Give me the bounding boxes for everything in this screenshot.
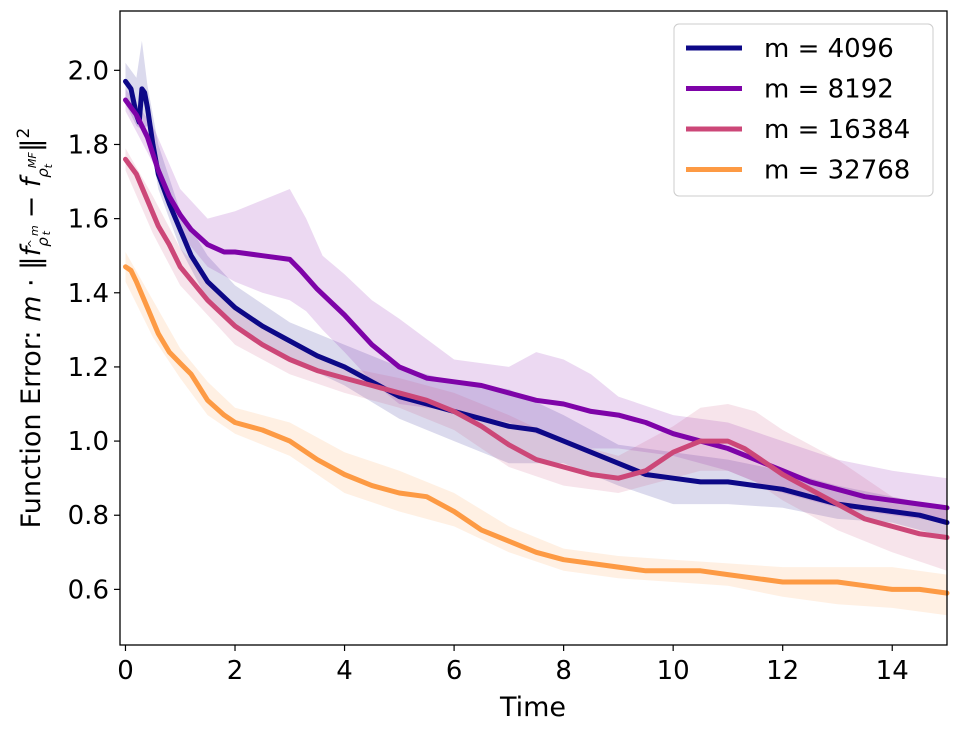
y-axis: 0.6 0.8 1.0 1.2 1.4 1.6 1.8 2.0 <box>68 56 120 605</box>
line-series-1 <box>123 78 950 526</box>
y-tick-label: 0.6 <box>68 575 109 605</box>
y-tick-label: 1.4 <box>68 279 109 309</box>
legend-label-2: m = 8192 <box>764 75 894 105</box>
legend: m = 4096 m = 8192 m = 16384 m = 32768 <box>673 23 934 197</box>
y-tick-label: 1.8 <box>68 130 109 160</box>
line-series-4 <box>123 264 950 596</box>
x-axis-label: Time <box>499 692 566 723</box>
x-tick-label: 2 <box>227 656 244 686</box>
y-tick-label: 1.2 <box>68 353 109 383</box>
legend-frame <box>673 23 934 197</box>
y-tick-label: 2.0 <box>68 56 109 86</box>
legend-label-4: m = 32768 <box>764 156 910 186</box>
x-axis: 0 2 4 6 8 10 12 14 <box>117 645 909 686</box>
x-tick-label: 0 <box>117 656 134 686</box>
band-series-2 <box>125 88 947 523</box>
x-tick-label: 4 <box>336 656 353 686</box>
error-bands <box>125 40 947 616</box>
legend-label-3: m = 16384 <box>764 115 910 145</box>
x-tick-label: 14 <box>876 656 909 686</box>
line-series-2 <box>123 97 950 511</box>
band-series-1 <box>125 40 947 538</box>
y-tick-label: 1.6 <box>68 205 109 235</box>
x-tick-label: 10 <box>657 656 690 686</box>
y-tick-label: 1.0 <box>68 427 109 457</box>
y-axis-label: Function Error: m · ‖fρ^mt − fρMF t‖2 <box>14 128 55 529</box>
band-series-3 <box>125 148 947 571</box>
series-lines <box>123 78 950 596</box>
y-tick-label: 0.8 <box>68 501 109 531</box>
plot-frame <box>119 10 948 646</box>
x-tick-label: 6 <box>446 656 463 686</box>
line-series-3 <box>123 156 950 540</box>
x-tick-label: 12 <box>766 656 799 686</box>
x-tick-label: 8 <box>555 656 572 686</box>
legend-label-1: m = 4096 <box>764 34 894 64</box>
band-series-4 <box>125 252 947 616</box>
